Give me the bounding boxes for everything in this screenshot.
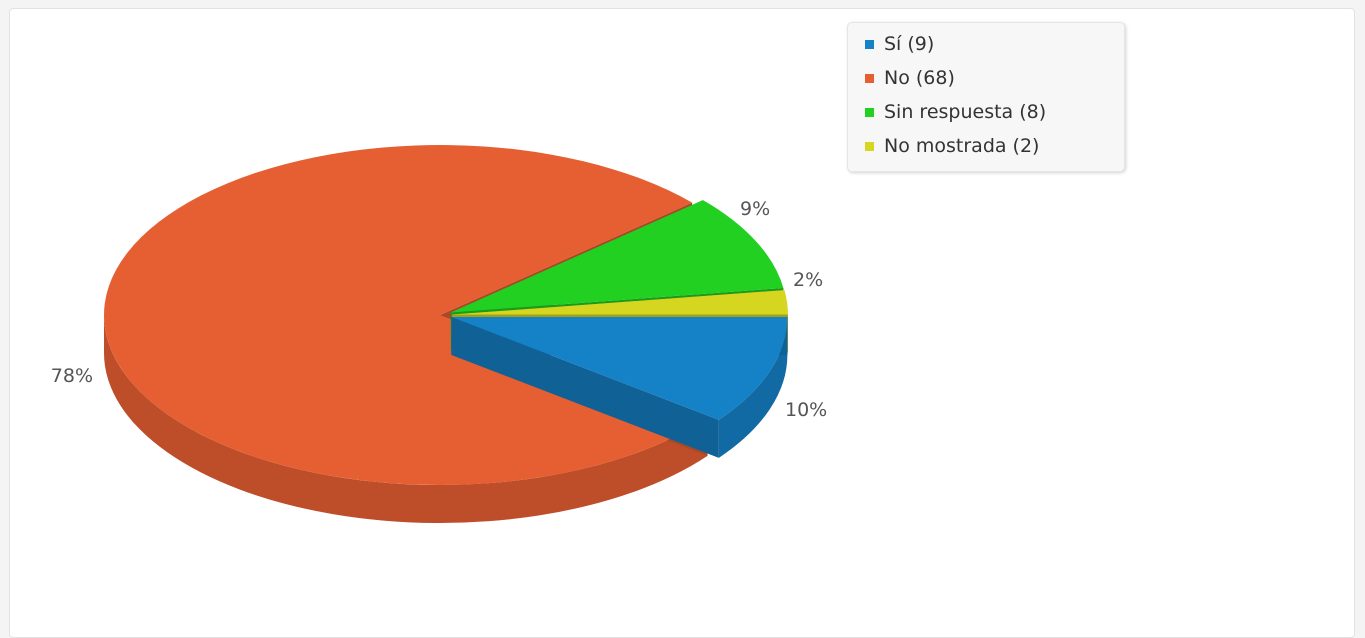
pie-slice-side-no xyxy=(104,315,708,523)
pie-chart: 10% 78% 9% 2% xyxy=(51,144,827,523)
pie-slice-side-si xyxy=(718,316,788,458)
pie-slice-top-no xyxy=(104,144,708,485)
legend-label-sin-respuesta: Sin respuesta (8) xyxy=(884,101,1047,123)
pie-slice-face-si xyxy=(451,316,719,458)
legend-item-no[interactable]: No (68) xyxy=(848,61,1124,95)
slice-label-sin-respuesta: 9% xyxy=(740,198,770,220)
legend-item-si[interactable]: Sí (9) xyxy=(848,27,1124,61)
legend-label-no: No (68) xyxy=(884,67,955,89)
slice-label-si: 10% xyxy=(785,399,827,421)
slice-label-no-mostrada: 2% xyxy=(793,269,823,291)
legend-swatch-sin-respuesta xyxy=(865,107,874,117)
chart-legend: Sí (9) No (68) Sin respuesta (8) No most… xyxy=(847,22,1125,172)
legend-swatch-no-mostrada xyxy=(865,141,874,151)
pie-slice-top-no-mostrada xyxy=(451,290,788,315)
pie-slice-top-sin-respuesta xyxy=(450,200,784,313)
legend-swatch-no xyxy=(865,73,874,83)
legend-item-sin-respuesta[interactable]: Sin respuesta (8) xyxy=(848,95,1124,129)
legend-label-no-mostrada: No mostrada (2) xyxy=(884,135,1040,157)
slice-label-no: 78% xyxy=(51,365,93,387)
legend-swatch-si xyxy=(865,39,874,49)
pie-slice-top-si xyxy=(451,316,788,420)
legend-item-no-mostrada[interactable]: No mostrada (2) xyxy=(848,129,1124,163)
legend-label-si: Sí (9) xyxy=(884,33,935,55)
pie-slice-si[interactable] xyxy=(451,316,788,458)
